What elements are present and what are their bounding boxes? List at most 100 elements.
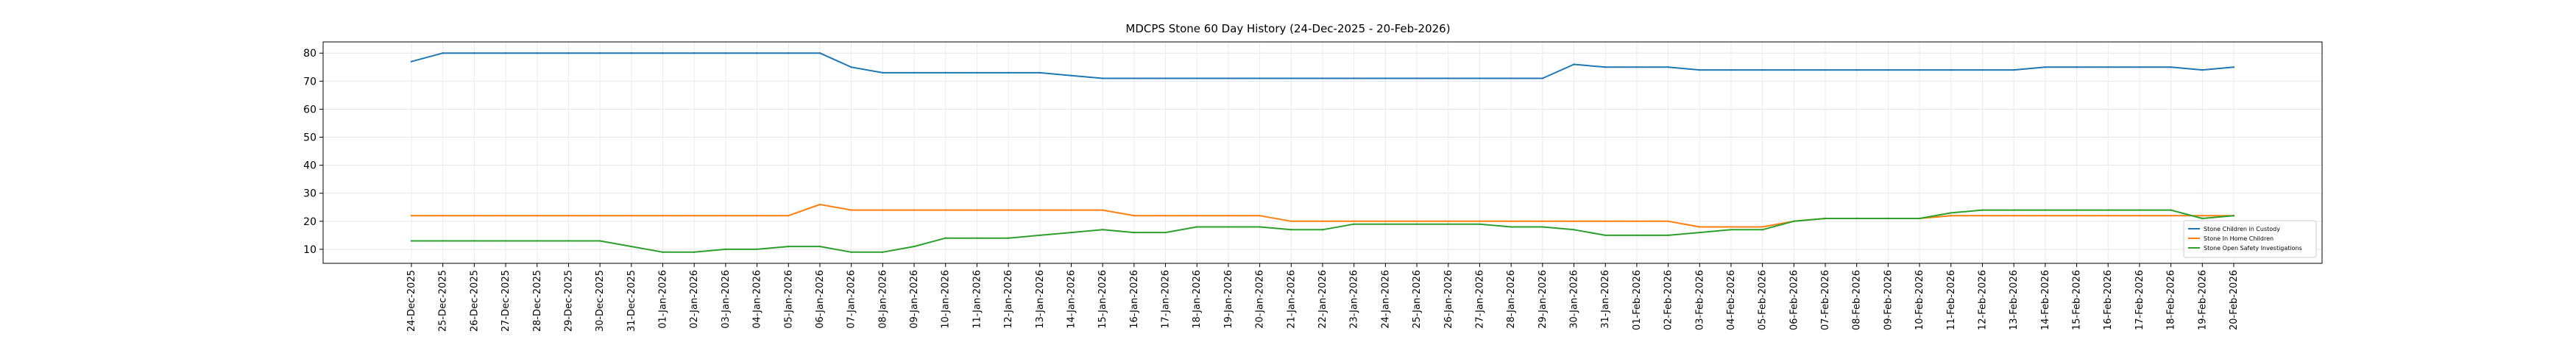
data-point bbox=[724, 215, 727, 217]
data-point bbox=[2013, 209, 2015, 211]
data-point bbox=[1730, 68, 1733, 71]
data-point bbox=[976, 71, 978, 74]
x-tick-label: 26-Dec-2025 bbox=[469, 270, 480, 332]
legend-item: Stone Children in Custody bbox=[2188, 226, 2280, 232]
data-point bbox=[1667, 220, 1669, 222]
data-point bbox=[662, 52, 664, 54]
data-point bbox=[1730, 229, 1733, 231]
data-point bbox=[1259, 215, 1261, 217]
data-point bbox=[1918, 68, 1921, 71]
x-tick-label: 13-Feb-2026 bbox=[2009, 270, 2020, 330]
y-tick-label: 30 bbox=[303, 188, 316, 200]
data-point bbox=[1227, 215, 1230, 217]
data-point bbox=[598, 215, 601, 217]
legend-box bbox=[2183, 220, 2317, 258]
data-point bbox=[976, 209, 978, 211]
data-point bbox=[1196, 215, 1198, 217]
data-point bbox=[1761, 229, 1763, 231]
x-tick-label: 03-Feb-2026 bbox=[1694, 270, 1705, 330]
y-tick-label: 10 bbox=[303, 244, 316, 256]
data-point bbox=[1855, 217, 1858, 220]
data-point bbox=[1635, 234, 1638, 237]
data-point bbox=[1824, 68, 1827, 71]
data-point bbox=[756, 52, 758, 54]
data-point bbox=[1573, 229, 1575, 231]
data-point bbox=[976, 237, 978, 239]
x-tick-label: 31-Dec-2025 bbox=[626, 270, 637, 332]
y-tick-label: 50 bbox=[303, 132, 316, 144]
data-point bbox=[442, 240, 444, 242]
y-tick-label: 60 bbox=[303, 104, 316, 115]
data-point bbox=[1699, 226, 1701, 228]
data-point bbox=[756, 248, 758, 251]
data-point bbox=[850, 251, 852, 253]
data-point bbox=[2076, 209, 2078, 211]
x-tick-label: 29-Dec-2025 bbox=[563, 270, 574, 332]
x-tick-label: 27-Dec-2025 bbox=[500, 270, 512, 332]
x-axis: 24-Dec-2025 25-Dec-2025 26-Dec-2025 27-Dec-… bbox=[406, 263, 2240, 332]
data-point bbox=[882, 71, 884, 74]
data-point bbox=[1950, 212, 1952, 214]
data-point bbox=[1321, 77, 1324, 79]
data-point bbox=[1070, 74, 1072, 76]
data-point bbox=[1479, 223, 1481, 225]
data-point bbox=[1102, 229, 1104, 231]
data-point bbox=[1102, 77, 1104, 79]
legend-label: Stone In Home Children bbox=[2204, 235, 2274, 242]
x-tick-label: 11-Feb-2026 bbox=[1946, 270, 1957, 330]
x-tick-label: 30-Dec-2025 bbox=[595, 270, 606, 332]
data-point bbox=[2138, 215, 2141, 217]
x-tick-label: 11-Jan-2026 bbox=[972, 270, 983, 329]
data-point bbox=[1667, 66, 1669, 68]
y-axis: 10 20 30 40 50 60 70 80 bbox=[303, 48, 323, 256]
data-point bbox=[944, 237, 946, 239]
data-point bbox=[1164, 77, 1167, 79]
data-point bbox=[2076, 215, 2078, 217]
chart-title: MDCPS Stone 60 Day History (24-Dec-2025 … bbox=[1125, 22, 1450, 35]
x-tick-label: 03-Jan-2026 bbox=[721, 270, 732, 329]
x-tick-label: 20-Feb-2026 bbox=[2229, 270, 2240, 330]
data-point bbox=[1981, 68, 1984, 71]
data-point bbox=[2076, 66, 2078, 68]
data-point bbox=[1007, 209, 1010, 211]
data-point bbox=[2107, 215, 2109, 217]
data-point bbox=[1038, 71, 1041, 74]
x-tick-label: 09-Feb-2026 bbox=[1883, 270, 1894, 330]
data-point bbox=[2232, 66, 2235, 68]
data-point bbox=[1353, 77, 1355, 79]
data-point bbox=[598, 240, 601, 242]
x-tick-label: 04-Jan-2026 bbox=[752, 270, 763, 329]
data-point bbox=[1604, 220, 1607, 222]
data-point bbox=[1290, 229, 1292, 231]
data-point bbox=[1227, 226, 1230, 228]
data-point bbox=[2170, 209, 2172, 211]
data-point bbox=[536, 215, 538, 217]
data-point bbox=[882, 209, 884, 211]
data-point bbox=[693, 52, 696, 54]
x-tick-label: 24-Dec-2025 bbox=[406, 270, 417, 332]
data-point bbox=[1321, 229, 1324, 231]
data-point bbox=[1290, 220, 1292, 222]
data-point bbox=[1604, 234, 1607, 237]
x-tick-label: 26-Jan-2026 bbox=[1443, 270, 1454, 329]
data-point bbox=[662, 215, 664, 217]
data-point bbox=[2107, 66, 2109, 68]
data-point bbox=[944, 71, 946, 74]
x-tick-label: 05-Jan-2026 bbox=[783, 270, 794, 329]
data-point bbox=[1479, 220, 1481, 222]
data-point bbox=[2170, 215, 2172, 217]
data-point bbox=[1415, 223, 1418, 225]
data-point bbox=[2013, 68, 2015, 71]
legend-item: Stone Open Safety Investigations bbox=[2188, 245, 2302, 252]
data-point bbox=[1950, 68, 1952, 71]
data-point bbox=[1353, 223, 1355, 225]
x-tick-label: 15-Feb-2026 bbox=[2072, 270, 2083, 330]
data-point bbox=[1510, 77, 1512, 79]
x-tick-label: 20-Jan-2026 bbox=[1255, 270, 1266, 329]
x-tick-label: 19-Feb-2026 bbox=[2197, 270, 2208, 330]
x-tick-label: 29-Jan-2026 bbox=[1538, 270, 1549, 329]
x-tick-label: 02-Feb-2026 bbox=[1663, 270, 1674, 330]
data-point bbox=[850, 66, 852, 68]
data-point bbox=[724, 52, 727, 54]
